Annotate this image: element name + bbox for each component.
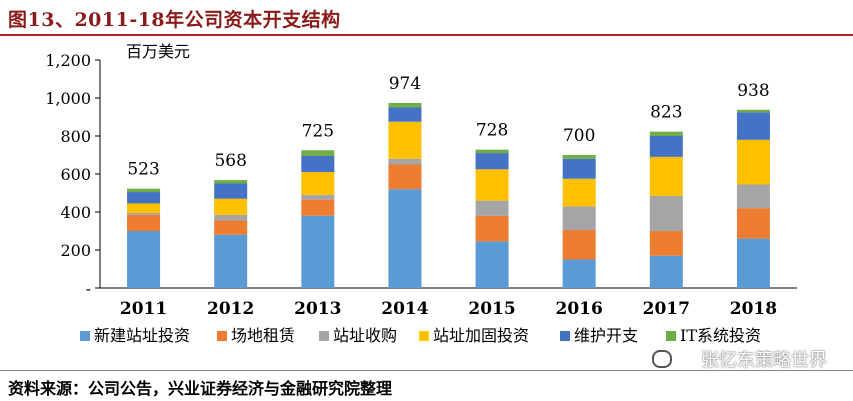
bar-segment xyxy=(301,194,335,200)
bar-segment xyxy=(475,200,509,216)
bar-segment xyxy=(475,153,509,170)
total-label: 974 xyxy=(389,74,421,94)
bar-segment xyxy=(649,156,683,196)
legend-swatch xyxy=(319,331,329,341)
x-tick-label: 2015 xyxy=(468,299,515,319)
y-tick-label: 1,200 xyxy=(45,51,91,70)
bar-segment xyxy=(649,255,683,288)
legend-label: 场地租赁 xyxy=(231,326,295,345)
bar-segment xyxy=(562,158,596,179)
stacked-bar-chart: - 200 400 600 800 1,000 1,200 百万美元 523 2011 568 201… xyxy=(45,42,797,345)
x-tick-label: 2018 xyxy=(730,299,777,319)
y-tick-label: 600 xyxy=(60,165,91,184)
bar-segment xyxy=(649,195,683,231)
legend-swatch xyxy=(419,331,429,341)
legend-label: IT系统投资 xyxy=(680,326,761,345)
bar-segment xyxy=(736,112,770,140)
legend-label: 新建站址投资 xyxy=(94,326,190,345)
total-label: 523 xyxy=(127,160,159,180)
bar-segment xyxy=(301,155,335,173)
total-label: 700 xyxy=(563,126,595,146)
bar-segment xyxy=(649,231,683,256)
bar-segment xyxy=(736,184,770,209)
bar-segment xyxy=(301,150,335,156)
bar-segment xyxy=(214,234,248,288)
bar-segment xyxy=(127,203,161,213)
x-tick-label: 2013 xyxy=(294,299,341,319)
x-tick-label: 2011 xyxy=(120,299,167,319)
source-note: 资料来源：公司公告，兴业证券经济与金融研究院整理 xyxy=(8,379,393,398)
wechat-icon xyxy=(652,350,672,368)
bar-segment xyxy=(388,189,422,288)
bar-segment xyxy=(475,169,509,201)
total-label: 568 xyxy=(214,151,246,171)
bar-segment xyxy=(562,206,596,231)
bar-segment xyxy=(388,158,422,165)
bar-segment xyxy=(301,172,335,195)
legend-label: 维护开支 xyxy=(574,326,638,345)
bar-segment xyxy=(127,188,161,193)
total-label: 823 xyxy=(650,103,682,123)
chart-title: 图13、2011-18年公司资本开支结构 xyxy=(8,9,341,31)
bar-segment xyxy=(562,230,596,260)
legend-swatch xyxy=(80,331,90,341)
bar-segment xyxy=(214,180,248,184)
bar-segment xyxy=(301,215,335,288)
total-label: 938 xyxy=(737,81,769,101)
bar-segment xyxy=(301,199,335,216)
legend-swatch xyxy=(217,331,227,341)
legend-label: 站址收购 xyxy=(333,326,397,345)
bar-segment xyxy=(736,109,770,113)
bar-segment xyxy=(214,214,248,221)
bar-segment xyxy=(562,259,596,288)
y-tick-label: 400 xyxy=(60,203,91,222)
bar-segment xyxy=(388,164,422,190)
bar-segment xyxy=(388,121,422,159)
bar-segment xyxy=(475,241,509,288)
y-tick-label: 200 xyxy=(60,241,91,260)
x-tick-label: 2012 xyxy=(207,299,254,319)
bar-segment xyxy=(388,107,422,122)
bar-segment xyxy=(649,136,683,157)
title-bar: 图13、2011-18年公司资本开支结构 xyxy=(0,0,853,37)
bar-segment xyxy=(127,212,161,215)
bar-segment xyxy=(475,215,509,242)
bar-segment xyxy=(736,139,770,185)
title-divider xyxy=(0,34,853,36)
bar-segment xyxy=(562,155,596,159)
bar-segment xyxy=(388,102,422,108)
total-label: 728 xyxy=(476,121,508,141)
x-tick-label: 2016 xyxy=(556,299,603,319)
total-label: 725 xyxy=(302,121,334,141)
bar-segment xyxy=(127,231,161,288)
x-tick-label: 2017 xyxy=(643,299,690,319)
bar-segment xyxy=(562,178,596,207)
bar-segment xyxy=(649,131,683,136)
y-tick-label: 1,000 xyxy=(45,89,91,108)
watermark: 张忆东策略世界 xyxy=(701,350,827,371)
legend-swatch xyxy=(666,331,676,341)
bar-segment xyxy=(127,214,161,231)
x-tick-label: 2014 xyxy=(381,299,428,319)
bar-segment xyxy=(214,198,248,215)
bar-segment xyxy=(475,149,509,154)
y-tick-label: 800 xyxy=(60,127,91,146)
bar-segment xyxy=(736,208,770,239)
bar-segment xyxy=(214,183,248,199)
bar-segment xyxy=(127,192,161,204)
bar-segment xyxy=(736,238,770,288)
legend-swatch xyxy=(560,331,570,341)
legend-label: 站址加固投资 xyxy=(433,326,529,345)
bar-segment xyxy=(214,220,248,235)
y-tick-label: - xyxy=(86,279,91,298)
y-axis-label: 百万美元 xyxy=(126,42,190,61)
source-divider xyxy=(0,370,853,371)
